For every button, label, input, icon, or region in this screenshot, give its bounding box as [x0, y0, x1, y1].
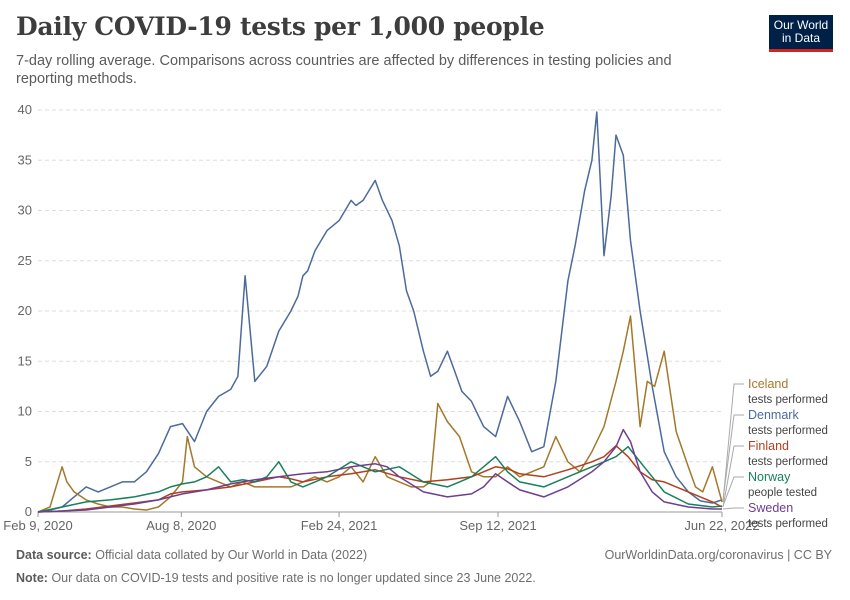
y-tick-label: 5: [25, 454, 32, 469]
data-source-text: Official data collated by Our World in D…: [95, 548, 368, 562]
chart-title: Daily COVID-19 tests per 1,000 people: [16, 12, 545, 41]
legend-sublabel-iceland: tests performed: [748, 394, 828, 406]
data-source-label: Data source:: [16, 548, 92, 562]
x-tick-label: Aug 8, 2020: [146, 518, 216, 533]
y-tick-label: 25: [18, 253, 32, 268]
series-line-denmark[interactable]: [37, 111, 723, 513]
y-tick-label: 30: [18, 203, 32, 218]
legend-label-norway[interactable]: Norway: [748, 470, 791, 484]
series-lines: [37, 111, 723, 513]
data-source: Data source: Official data collated by O…: [16, 548, 367, 562]
legend-sublabel-denmark: tests performed: [748, 425, 828, 437]
y-tick-label: 35: [18, 152, 32, 167]
legend-sublabel-finland: tests performed: [748, 456, 828, 468]
x-tick-label: Feb 9, 2020: [3, 518, 72, 533]
footnote: Note: Our data on COVID-19 tests and pos…: [16, 571, 536, 585]
legend-label-denmark[interactable]: Denmark: [748, 408, 799, 422]
series-line-sweden[interactable]: [37, 428, 722, 513]
legend-connector: [722, 383, 744, 502]
series-line-finland[interactable]: [37, 444, 723, 513]
y-axis: 0 5 10 15 20 25 30 35 40: [18, 102, 32, 519]
legend-sublabel-sweden: tests performed: [748, 518, 828, 530]
credit-link[interactable]: OurWorldinData.org/coronavirus | CC BY: [604, 548, 832, 562]
legend: Iceland tests performed Denmark tests perfo…: [722, 377, 828, 530]
y-tick-label: 0: [25, 504, 32, 519]
legend-sublabel-norway: people tested: [748, 487, 817, 499]
x-axis: Feb 9, 2020 Aug 8, 2020 Feb 24, 2021 Sep 12…: [3, 512, 760, 533]
legend-connector: [722, 445, 744, 508]
logo-line-1: Our World: [773, 18, 829, 32]
y-tick-label: 10: [18, 404, 32, 419]
x-tick-label: Sep 12, 2021: [459, 518, 536, 533]
x-tick-label: Feb 24, 2021: [301, 518, 378, 533]
legend-connector: [722, 507, 744, 510]
legend-label-sweden[interactable]: Sweden: [748, 501, 793, 515]
series-line-norway[interactable]: [37, 445, 723, 513]
chart-subtitle: 7-day rolling average. Comparisons acros…: [16, 53, 672, 87]
legend-label-finland[interactable]: Finland: [748, 439, 789, 453]
gridlines: [38, 109, 722, 513]
y-tick-label: 15: [18, 353, 32, 368]
legend-connector: [722, 476, 744, 507]
footnote-label: Note:: [16, 571, 48, 585]
y-tick-label: 40: [18, 102, 32, 117]
legend-connector: [722, 414, 744, 500]
x-tick-label: Jun 22, 2022: [684, 518, 759, 533]
logo-line-2: in Data: [781, 31, 821, 45]
y-tick-label: 20: [18, 303, 32, 318]
series-line-iceland[interactable]: [37, 315, 723, 513]
footnote-text: Our data on COVID-19 tests and positive …: [51, 571, 536, 585]
owid-logo[interactable]: Our World in Data: [769, 15, 833, 52]
legend-label-iceland[interactable]: Iceland: [748, 377, 788, 391]
